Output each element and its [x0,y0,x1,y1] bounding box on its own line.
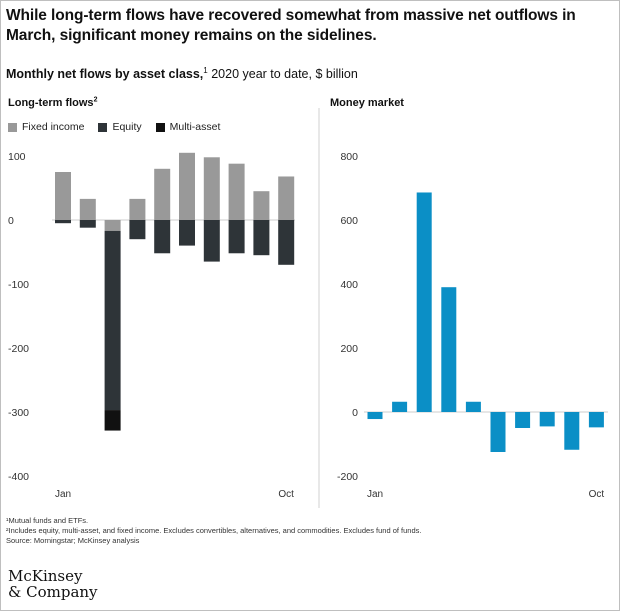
long-term-panel-title: Long-term flows2 [8,96,98,109]
footnote-2: ²Includes equity, multi-asset, and fixed… [6,526,422,535]
long-term-ytick-label: -100 [8,279,29,291]
money-market-ytick-label: 200 [340,343,358,355]
money-market-bar [441,287,457,412]
subtitle-bold: Monthly net flows by asset class, [6,67,204,81]
long-term-ytick-label: 100 [8,151,26,163]
chart-title: While long-term flows have recovered som… [6,7,576,44]
legend-label-fixed-income: Fixed income [22,121,85,133]
long-term-bar-equity [55,220,71,224]
long-term-bar-fixed-income [253,191,270,220]
long-term-xtick-first: Jan [55,489,71,500]
legend-label-equity: Equity [112,121,142,133]
money-market-ytick-label: 400 [340,279,358,291]
long-term-bar-equity [129,220,146,240]
money-market-ytick-label: 800 [340,151,358,163]
legend: Fixed income Equity Multi-asset [8,121,234,133]
legend-item-fixed-income: Fixed income [8,121,84,133]
long-term-bar-equity [104,230,121,411]
money-market-xtick-first: Jan [367,489,383,500]
legend-swatch-equity [98,122,108,132]
long-term-bar-multi-asset [104,410,121,431]
long-term-bar-equity [203,220,220,262]
footnote-1: ¹Mutual funds and ETFs. [6,516,89,525]
long-term-bar-fixed-income [203,157,220,220]
logo-line-2: & Company [8,583,98,601]
long-term-bar-equity [278,220,295,265]
long-term-bar-fixed-income [129,198,146,220]
long-term-bar-fixed-income [79,198,96,220]
long-term-ytick-label: -200 [8,343,29,355]
subtitle-footnote-mark: 1 [203,65,208,75]
money-market-bar [465,401,481,412]
money-market-bar [490,412,506,452]
long-term-bar-equity [253,220,270,256]
long-term-bar-fixed-income [228,163,245,220]
money-market-ytick-label: 600 [340,215,358,227]
money-market-bar [564,412,580,450]
long-term-bar-equity [179,220,195,246]
long-term-title-text: Long-term flows [8,97,94,109]
long-term-bar-fixed-income [278,176,295,220]
long-term-xtick-last: Oct [278,489,294,500]
legend-swatch-multi-asset [155,122,165,132]
chart-subtitle: Monthly net flows by asset class,1 2020 … [6,66,358,82]
footnotes: ¹Mutual funds and ETFs. ²Includes equity… [6,516,422,546]
long-term-bar-fixed-income [104,220,121,231]
money-market-panel-title: Money market [330,97,404,109]
long-term-ytick-label: -400 [8,471,29,483]
mckinsey-logo: McKinsey & Company [8,568,98,600]
long-term-bar-fixed-income [179,152,195,220]
long-term-bar-equity [228,220,245,254]
logo-line-1: McKinsey [8,567,83,585]
money-market-bar [539,412,555,427]
money-market-ytick-label: 0 [352,407,358,419]
legend-swatch-fixed-income [8,122,17,132]
legend-item-equity: Equity [98,121,142,133]
money-market-bar [588,412,604,428]
source-note: Source: Morningstar; McKinsey analysis [6,536,140,545]
long-term-bar-fixed-income [55,172,71,220]
long-term-bar-equity [154,220,171,254]
long-term-title-footnote-mark: 2 [93,96,98,104]
money-market-bar [392,401,408,412]
money-market-bar [416,192,432,412]
long-term-ytick-label: -300 [8,407,29,419]
legend-item-multi-asset: Multi-asset [155,121,221,133]
money-market-ytick-label: -200 [337,471,358,483]
long-term-bar-fixed-income [154,168,171,220]
subtitle-rest: 2020 year to date, $ billion [207,67,358,81]
long-term-ytick-label: 0 [8,215,14,227]
long-term-bar-equity [79,220,96,228]
money-market-bar [367,412,383,420]
legend-label-multi-asset: Multi-asset [169,121,221,133]
money-market-bar [515,412,531,428]
money-market-xtick-last: Oct [589,489,605,500]
